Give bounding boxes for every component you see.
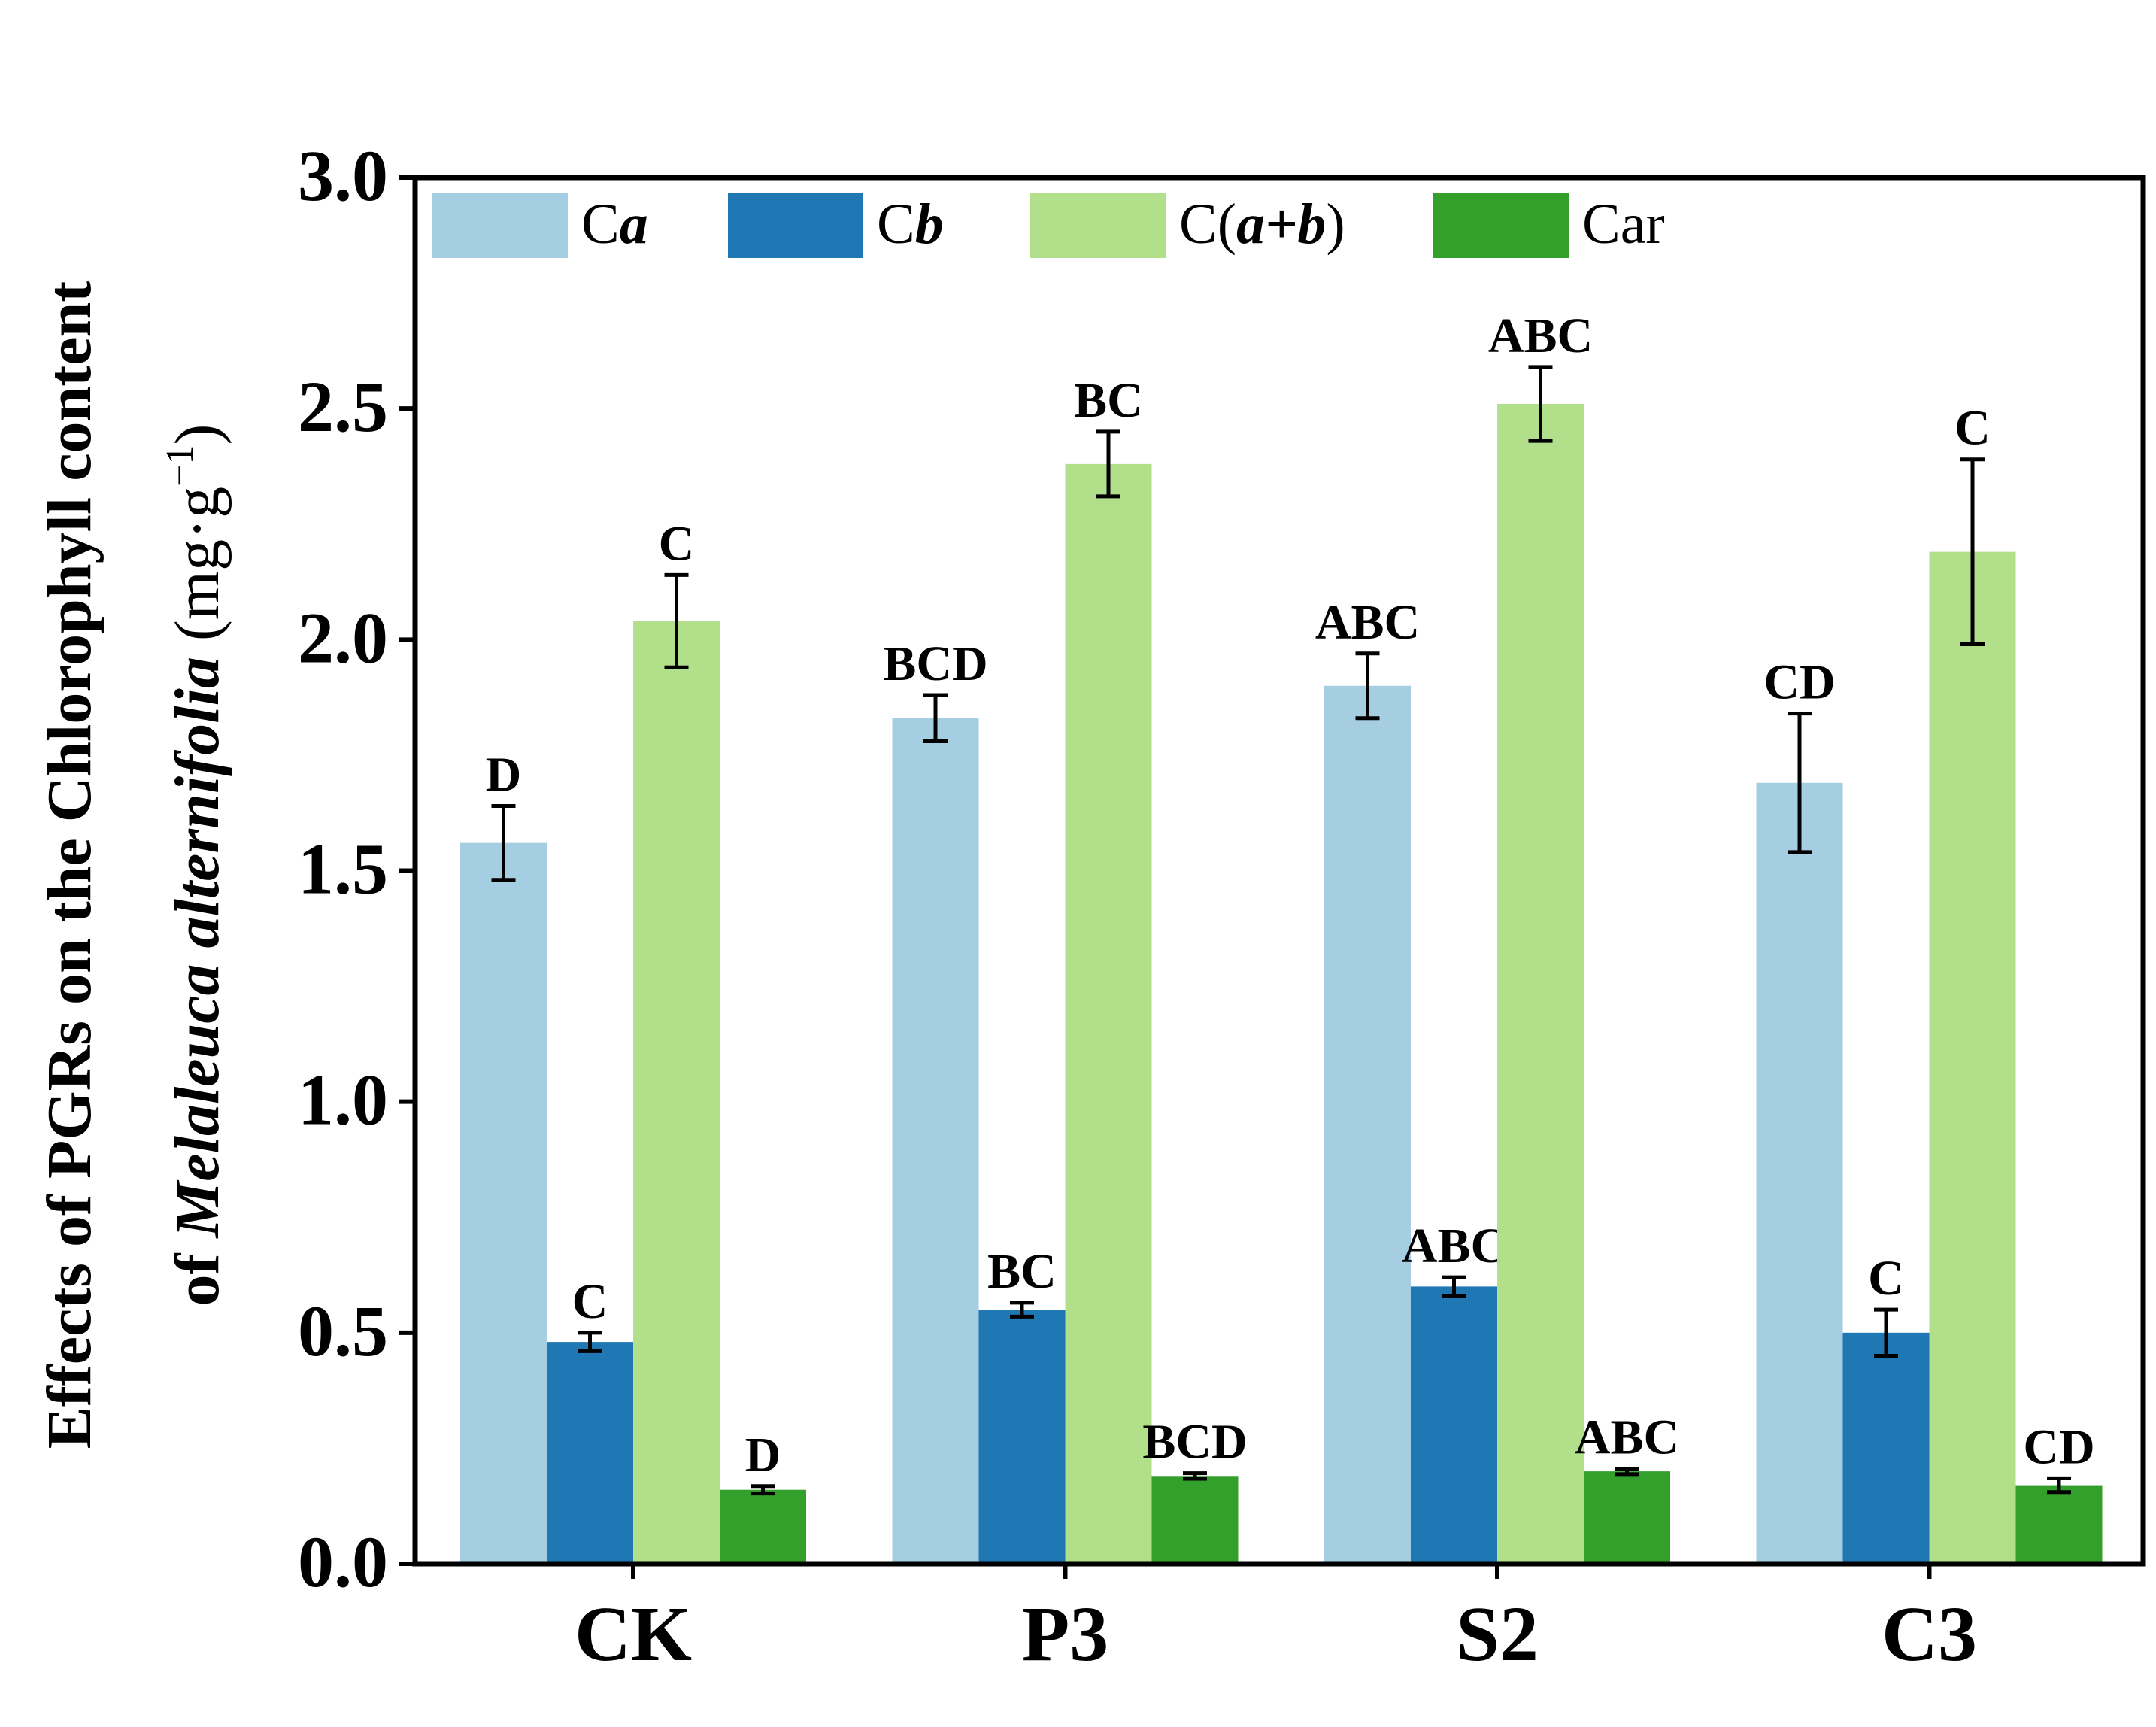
significance-letter: BCD	[883, 636, 987, 691]
y-tick-label: 3.0	[298, 135, 388, 216]
y-axis-title-species: Melaleuca alternifolia	[162, 657, 232, 1239]
significance-letter: BC	[987, 1244, 1057, 1299]
significance-letter: C	[1954, 401, 1991, 456]
legend-label-italic: b	[915, 193, 944, 256]
bar-car-c3	[2015, 1485, 2103, 1564]
x-axis-ticks: CK P3 S2 C3	[575, 1564, 1977, 1677]
significance-letter: BC	[1074, 373, 1143, 428]
y-axis-title-unit: (mg·g	[162, 487, 232, 657]
y-axis-ticks: 0.0 0.5 1.0 1.5 2.0 2.5 3.0	[298, 135, 415, 1602]
significance-letter: ABC	[1315, 595, 1420, 650]
significance-letter: ABC	[1488, 308, 1593, 363]
significance-letter: D	[486, 747, 522, 802]
legend-label-part: )	[1326, 193, 1345, 256]
y-tick-label: 0.0	[298, 1522, 388, 1602]
legend-label: C(a+b)	[1179, 193, 1345, 256]
significance-letter: D	[745, 1428, 781, 1483]
legend-label: Ca	[581, 193, 648, 256]
legend-swatch-cb	[728, 193, 863, 258]
bar-car-s2	[1584, 1471, 1670, 1564]
bar-cab-c3	[1929, 551, 2016, 1564]
bar-cb-p3	[978, 1310, 1066, 1564]
bar-cb-s2	[1411, 1286, 1497, 1564]
significance-letter: BCD	[1142, 1415, 1247, 1470]
legend-swatch-ca	[432, 193, 568, 258]
x-tick-label: CK	[575, 1591, 692, 1677]
bar-ca-p3	[892, 718, 979, 1564]
y-tick-label: 0.5	[298, 1291, 388, 1371]
y-tick-label: 2.5	[298, 366, 388, 447]
x-tick-label: C3	[1882, 1591, 1977, 1677]
legend-label: Car	[1582, 193, 1665, 256]
legend-label-part: C(	[1179, 193, 1236, 256]
legend-swatch-cab	[1030, 193, 1166, 258]
legend-swatch-car	[1433, 193, 1569, 258]
legend-label-italic: a	[620, 193, 648, 256]
y-tick-label: 2.0	[298, 597, 388, 678]
bar-cab-s2	[1497, 404, 1584, 1564]
bar-car-ck	[720, 1489, 806, 1564]
bar-ca-c3	[1756, 782, 1843, 1564]
x-tick-label: P3	[1022, 1591, 1109, 1677]
legend-label-part: C	[581, 193, 620, 256]
significance-letter: C	[572, 1274, 608, 1329]
bar-ca-s2	[1324, 685, 1411, 1565]
legend-label-part: C	[877, 193, 915, 256]
y-tick-label: 1.0	[298, 1060, 388, 1140]
bar-ca-ck	[460, 842, 547, 1564]
bar-cb-ck	[547, 1342, 633, 1564]
significance-letter: CD	[1763, 655, 1835, 710]
y-axis-title-unit-sup: −1	[159, 445, 202, 487]
y-tick-label: 1.5	[298, 829, 388, 909]
bar-cab-p3	[1065, 463, 1152, 1564]
significance-letter: ABC	[1402, 1219, 1506, 1273]
legend: Ca Cb C(a+b) Car	[432, 193, 1665, 258]
legend-label-part: Car	[1582, 193, 1665, 256]
significance-letter: CD	[2023, 1419, 2094, 1474]
y-axis-title-line1: Effects of PGRs on the Chlorophyll conte…	[35, 281, 105, 1449]
bar-car-p3	[1151, 1476, 1239, 1564]
y-axis-title-prefix: of	[162, 1237, 232, 1306]
y-axis-title-unit-close: )	[162, 424, 232, 445]
significance-letter: C	[659, 516, 695, 571]
y-axis-title-line2: of Melaleuca alternifolia (mg·g−1)	[159, 424, 232, 1307]
significance-letter: ABC	[1575, 1410, 1679, 1464]
bar-cb-c3	[1842, 1332, 1930, 1564]
legend-label: Cb	[877, 193, 944, 256]
bar-cab-ck	[633, 621, 720, 1564]
plot-frame	[412, 175, 2146, 1567]
significance-letter: C	[1868, 1251, 1904, 1306]
legend-label-italic: a+b	[1236, 193, 1326, 256]
x-tick-label: S2	[1456, 1591, 1539, 1677]
y-axis-title: Effects of PGRs on the Chlorophyll conte…	[35, 281, 232, 1449]
